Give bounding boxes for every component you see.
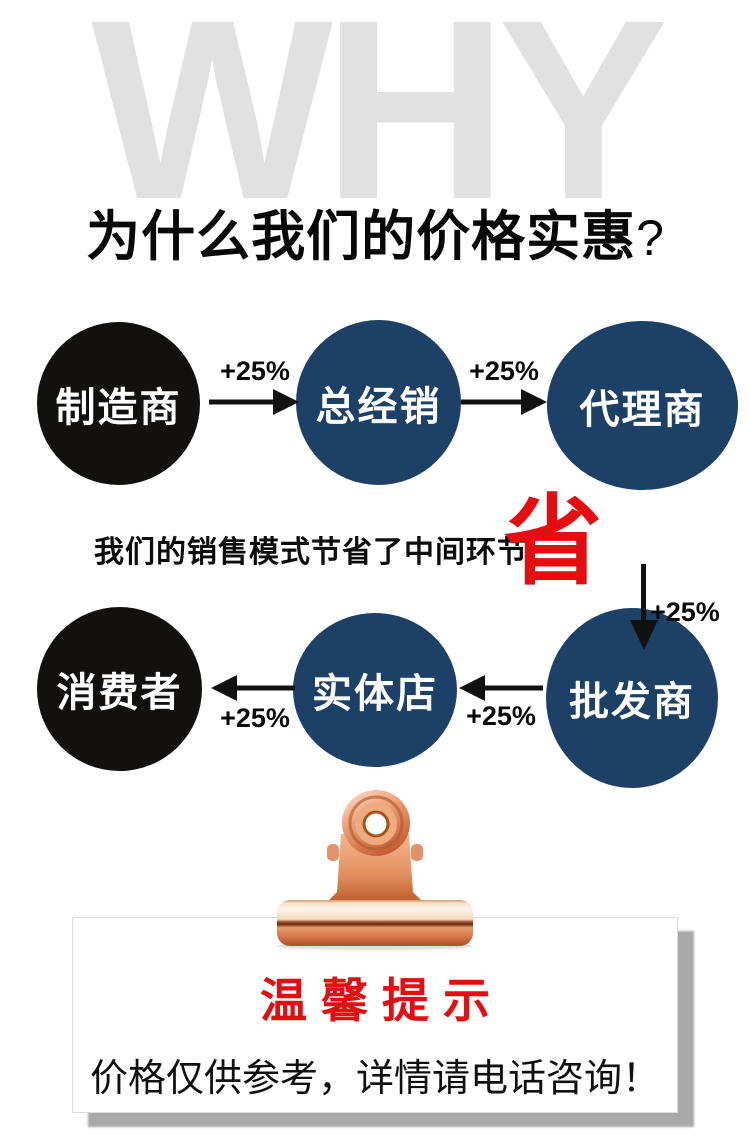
save-highlight-text: 省: [504, 486, 603, 596]
circle-wholesaler: 批发商: [546, 608, 718, 788]
notice-title: 温馨提示: [260, 974, 504, 1027]
arrow-manufacturer-to-distributor: [209, 389, 299, 415]
gain-label: +25%: [650, 597, 720, 627]
sales-note-text: 我们的销售模式节省了中间环节: [94, 536, 528, 569]
notice-card: 温馨提示 价格仅供参考，详情请电话咨询！: [72, 917, 678, 1113]
binder-clip-image: [277, 790, 473, 950]
node-label: 制造商: [55, 385, 182, 430]
arrow-distributor-to-agent: [461, 389, 547, 415]
arrow-store-to-consumer: [211, 675, 295, 701]
circle-store: 实体店: [293, 613, 457, 767]
arrow-wholesaler-to-store: [459, 675, 543, 701]
node-label: 代理商: [579, 387, 706, 432]
notice-body: 价格仅供参考，详情请电话咨询！: [89, 1058, 660, 1100]
gain-label: +25%: [220, 356, 290, 386]
arrow-agent-to-wholesaler: [630, 564, 658, 650]
circle-agent: 代理商: [547, 321, 738, 490]
circle-distributor: 总经销: [296, 320, 461, 485]
circle-consumer: 消费者: [37, 607, 202, 771]
circle-manufacturer: 制造商: [37, 322, 200, 485]
gain-label: +25%: [469, 356, 539, 386]
node-label: 消费者: [56, 671, 183, 715]
page-title-text: 为什么我们的价格实惠: [86, 207, 637, 267]
node-label: 实体店: [312, 672, 438, 716]
gain-label: +25%: [466, 701, 536, 731]
gain-label: +25%: [220, 703, 290, 733]
node-label: 批发商: [569, 680, 695, 724]
node-label: 总经销: [315, 384, 442, 429]
why-watermark-text: WHY: [91, 0, 668, 253]
title-question-mark: ?: [636, 210, 664, 266]
page-title: 为什么我们的价格实惠?: [0, 206, 750, 268]
